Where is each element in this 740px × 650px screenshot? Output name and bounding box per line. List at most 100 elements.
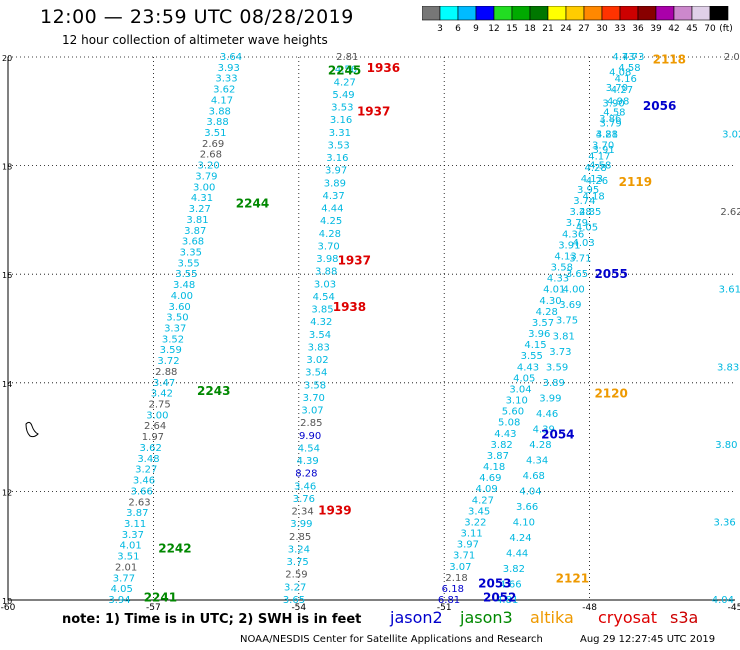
- swh-value: 3.24: [288, 544, 310, 555]
- swh-value: 3.22: [464, 517, 486, 528]
- x-tick-label: -54: [291, 603, 306, 612]
- swh-value: 3.58: [304, 380, 326, 391]
- swh-value: 4.44: [506, 548, 528, 559]
- x-tick-label: -45: [728, 603, 740, 612]
- swh-value: 3.58: [551, 263, 573, 274]
- swh-value: 4.15: [524, 340, 546, 351]
- swh-value: 4.44: [321, 204, 343, 215]
- swh-value: 3.69: [559, 300, 581, 311]
- swh-value: 3.89: [543, 378, 565, 389]
- swh-value: 4.16: [615, 74, 637, 85]
- swh-value: 4.28: [319, 229, 341, 240]
- swh-value: 4.73: [622, 52, 644, 63]
- swh-value: 3.31: [329, 128, 351, 139]
- swh-value: 3.70: [606, 83, 628, 94]
- swh-value: 3.61: [719, 285, 740, 296]
- swh-value: 4.08: [609, 68, 631, 79]
- x-tick-label: -48: [582, 603, 597, 612]
- swh-value: 2.69: [202, 139, 224, 150]
- swh-value: 4.21: [596, 130, 618, 141]
- swh-value: 3.89: [324, 178, 346, 189]
- colorbar-label: 21: [542, 24, 553, 34]
- satellite-legend-jason3: jason3: [460, 608, 513, 627]
- swh-value: 3.46: [294, 481, 316, 492]
- y-tick-label: 16: [2, 271, 12, 280]
- swh-value: 4.98: [607, 96, 629, 107]
- swh-value: 3.02: [306, 355, 328, 366]
- swh-value: 4.05: [111, 584, 133, 595]
- swh-value: 3.55: [175, 269, 197, 280]
- footer-note: note: 1) Time is in UTC; 2) SWH is in fe…: [62, 612, 362, 627]
- pass-label: 2119: [619, 175, 652, 189]
- colorbar-label: 70: [704, 24, 716, 34]
- swh-value: 3.02: [722, 130, 740, 141]
- colorbar-label: 6: [455, 24, 461, 34]
- swh-value: 3.27: [135, 465, 157, 476]
- swh-value: 4.17: [588, 152, 610, 163]
- swh-value: 3.79: [566, 218, 588, 229]
- pass-label: 1939: [318, 503, 351, 517]
- swh-value: 3.55: [177, 258, 199, 269]
- pass-label: 2056: [643, 99, 676, 113]
- swh-value: 3.81: [553, 331, 575, 342]
- pass-label: 2245: [328, 64, 361, 78]
- swh-value: 2.88: [155, 367, 177, 378]
- swh-value: 6.81: [438, 595, 460, 606]
- satellite-legend-cryosat: cryosat: [598, 608, 658, 627]
- swh-value: 3.88: [206, 117, 228, 128]
- swh-value: 4.36: [562, 229, 584, 240]
- pass-label: 2243: [197, 384, 230, 398]
- swh-value: 3.98: [316, 254, 338, 265]
- pass-label: 1938: [333, 300, 366, 314]
- swh-value: 3.80: [715, 440, 737, 451]
- swh-value: 4.46: [536, 409, 558, 420]
- swh-value: 3.96: [528, 329, 550, 340]
- swh-value: 3.91: [558, 240, 580, 251]
- swh-value: 3.70: [318, 241, 340, 252]
- y-tick-label: 14: [2, 380, 12, 389]
- colorbar-legend: 3 6 9 12 15 18 21 24 27 30 33 36 39 42 45 70 (ft): [422, 6, 733, 34]
- swh-value: 3.59: [546, 362, 568, 373]
- swh-value: 3.87: [184, 226, 206, 237]
- colorbar-label: 9: [473, 24, 479, 34]
- pass-label: 1936: [367, 61, 400, 75]
- swh-value: 4.28: [536, 307, 558, 318]
- swh-value: 3.71: [453, 551, 475, 562]
- colorbar-label: 15: [506, 24, 517, 34]
- swh-value: 3.79: [195, 171, 217, 182]
- swh-value: 3.16: [330, 115, 352, 126]
- y-tick-label: 12: [2, 488, 12, 497]
- swh-value: 3.54: [309, 330, 331, 341]
- colorbar-label: 27: [578, 24, 589, 34]
- swh-value: 4.43: [494, 429, 516, 440]
- swh-value: 3.46: [133, 476, 155, 487]
- satellite-legend-s3a: s3a: [670, 608, 699, 627]
- swh-value: 3.52: [162, 334, 184, 345]
- swh-value: 3.62: [140, 443, 162, 454]
- x-tick-label: -60: [1, 603, 16, 612]
- swh-value: 4.13: [581, 174, 603, 185]
- chart-subtitle: 12 hour collection of altimeter wave hei…: [62, 33, 328, 47]
- swh-value: 3.79: [600, 118, 622, 129]
- swh-value: 4.18: [483, 462, 505, 473]
- swh-value: 3.47: [153, 378, 175, 389]
- pass-label: 1937: [357, 104, 390, 118]
- swh-value: 3.66: [131, 486, 153, 497]
- colorbar-label: 45: [686, 24, 697, 34]
- swh-value: 3.75: [287, 557, 309, 568]
- swh-value: 3.37: [164, 324, 186, 335]
- swh-value: 3.99: [290, 519, 312, 530]
- swh-value: 3.74: [573, 196, 595, 207]
- colorbar-label: 36: [632, 24, 644, 34]
- swh-value: 3.42: [151, 389, 173, 400]
- swh-value: 2.62: [720, 207, 740, 218]
- pass-label: 2121: [556, 571, 589, 585]
- swh-value: 4.05: [576, 223, 598, 234]
- swh-value: 5.49: [332, 90, 354, 101]
- pass-label: 2055: [594, 267, 627, 281]
- swh-value: 3.87: [126, 508, 148, 519]
- swh-value: 4.00: [171, 291, 193, 302]
- swh-value: 2.63: [128, 497, 150, 508]
- swh-value: 3.88: [209, 106, 231, 117]
- colorbar-label: 12: [488, 24, 499, 34]
